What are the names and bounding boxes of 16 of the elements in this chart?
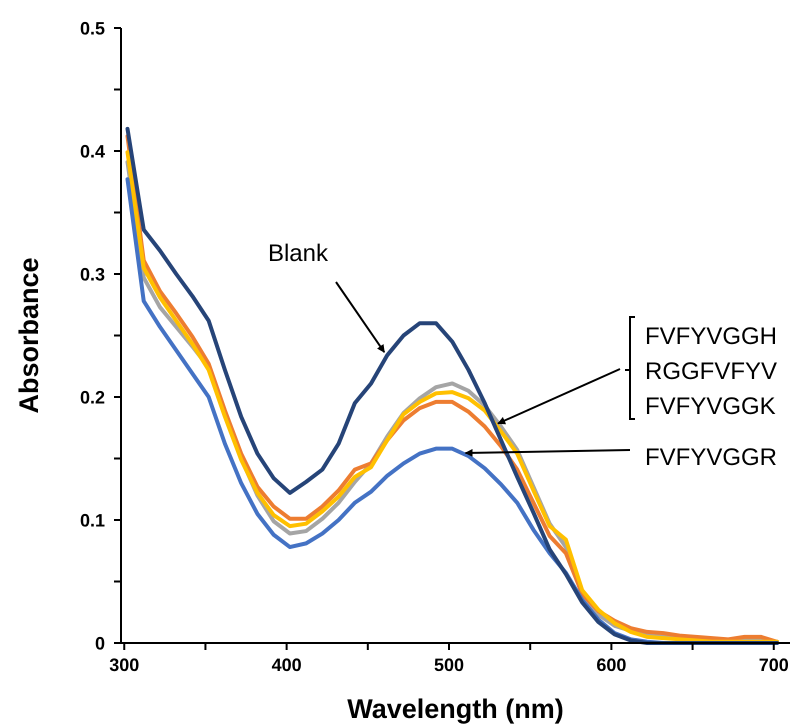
x-tick-label: 600 — [596, 655, 626, 675]
y-tick-label: 0.4 — [80, 141, 105, 162]
x-tick-label: 300 — [109, 655, 140, 675]
y-tick-label: 0.1 — [80, 510, 105, 530]
y-tick-label: 0.5 — [80, 18, 105, 38]
y-tick-label: 0.2 — [80, 387, 105, 408]
x-tick-label: 500 — [434, 655, 464, 675]
y-tick-label: 0 — [94, 633, 105, 654]
annotation: FVFYVGGR — [645, 444, 778, 471]
y-tick-label: 0.3 — [80, 264, 105, 284]
x-tick-label: 700 — [758, 655, 789, 675]
y-axis-title: Absorbance — [14, 257, 44, 414]
x-tick-label: 400 — [272, 655, 302, 675]
x-axis-title: Wavelength (nm) — [347, 694, 564, 724]
annotation: FVFYVGGH RGGFVFYV FVFYVGGK — [645, 323, 778, 420]
annotation: Blank — [268, 240, 330, 267]
